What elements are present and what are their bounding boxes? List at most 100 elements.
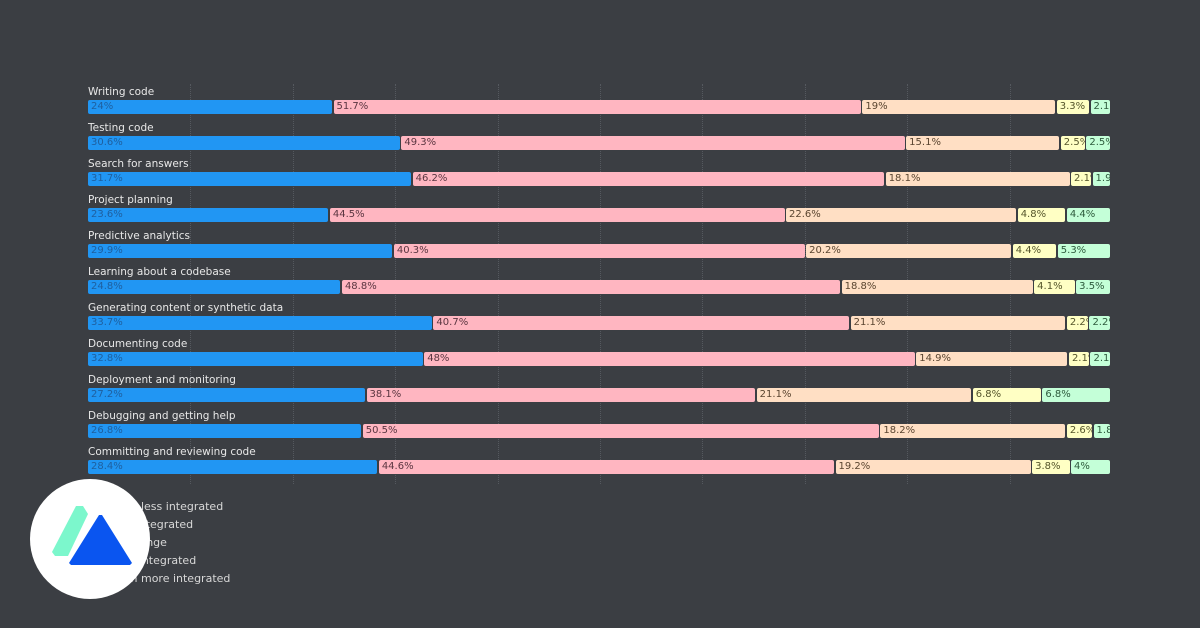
bar-segment: 14.9% (916, 352, 1068, 366)
data-label: 23.6% (91, 209, 123, 220)
data-label: 38.1% (369, 389, 402, 400)
data-label: 44.5% (332, 209, 365, 220)
bar-segment: 19% (862, 100, 1056, 114)
data-label: 22.6% (789, 209, 821, 220)
data-label: 14.9% (919, 353, 951, 364)
bar-segment: 40.7% (433, 316, 850, 330)
data-label: 2.1% (1074, 173, 1091, 184)
data-label: 3.8% (1035, 461, 1061, 472)
bar-segment: 31.7% (88, 172, 412, 186)
bar-segment: 19.2% (835, 460, 1031, 474)
data-label: 27.2% (91, 389, 123, 400)
legend-label: Much more integrated (108, 571, 231, 585)
data-label: 18.2% (883, 425, 916, 436)
bar-segment: 40.3% (393, 244, 805, 258)
bar-segment: 2.5% (1086, 136, 1111, 150)
bar-segment: 24% (88, 100, 332, 114)
data-label: 48% (427, 353, 450, 364)
category-label: Project planning (88, 194, 173, 206)
stacked-bar: 24% 51.7% 19% 3.3% 2.1% (88, 100, 1112, 114)
data-label: 3.5% (1079, 281, 1105, 292)
bar-segment: 48.8% (341, 280, 841, 294)
data-label: 29.9% (91, 245, 123, 256)
bar-segment: 21.1% (756, 388, 972, 402)
bar-segment: 50.5% (362, 424, 879, 438)
stacked-bar: 31.7% 46.2% 18.1% 2.1% 1.9% (88, 172, 1112, 186)
brand-logo (30, 479, 150, 599)
category-label: Predictive analytics (88, 230, 191, 242)
data-label: 4% (1074, 461, 1090, 472)
data-label: 19% (865, 101, 888, 112)
bar-segment: 44.5% (329, 208, 785, 222)
data-label: 15.1% (909, 137, 941, 148)
bar-segment: 2.2% (1066, 316, 1088, 330)
category-label: Documenting code (88, 338, 188, 350)
category-label: Deployment and monitoring (88, 374, 236, 386)
bar-segment: 28.4% (88, 460, 378, 474)
bar-segment: 4.1% (1034, 280, 1075, 294)
bar-segment: 3.3% (1056, 100, 1089, 114)
bar-segment: 18.2% (880, 424, 1066, 438)
stacked-bar: 28.4% 44.6% 19.2% 3.8% 4% (88, 460, 1112, 474)
bar-segment: 48% (424, 352, 915, 366)
bar-segment: 21.1% (850, 316, 1066, 330)
chart-row: Committing and reviewing code 28.4% 44.6% 1… (88, 444, 1112, 480)
stacked-bar: 33.7% 40.7% 21.1% 2.2% 2.2% (88, 316, 1112, 330)
bar-segment: 23.6% (88, 208, 329, 222)
data-label: 1.9% (1095, 173, 1111, 184)
data-label: 19.2% (838, 461, 871, 472)
bar-segment: 4.8% (1017, 208, 1066, 222)
category-label: Learning about a codebase (88, 266, 231, 278)
data-label: 24% (91, 101, 114, 112)
data-label: 21.1% (853, 317, 886, 328)
data-label: 50.5% (365, 425, 398, 436)
data-label: 18.1% (888, 173, 921, 184)
bar-segment: 4.4% (1012, 244, 1057, 258)
data-label: 2.5% (1063, 137, 1085, 148)
data-label: 48.8% (344, 281, 377, 292)
chart-row: Project planning 23.6% 44.5% 22.6% 4.8% 4.4% (88, 192, 1112, 228)
bar-segment: 5.3% (1057, 244, 1111, 258)
data-label: 28.4% (91, 461, 123, 472)
bar-segment: 3.5% (1076, 280, 1111, 294)
bar-segment: 22.6% (786, 208, 1017, 222)
bar-segment: 33.7% (88, 316, 432, 330)
stacked-bar: 23.6% 44.5% 22.6% 4.8% 4.4% (88, 208, 1112, 222)
chart-row: Writing code 24% 51.7% 19% 3.3% 2.1% (88, 84, 1112, 120)
bar-segment: 3.8% (1032, 460, 1070, 474)
data-label: 4.4% (1069, 209, 1096, 220)
bar-segment: 49.3% (401, 136, 905, 150)
data-label: 31.7% (91, 173, 123, 184)
data-label: 18.8% (844, 281, 877, 292)
bar-segment: 44.6% (378, 460, 835, 474)
bar-segment: 2.1% (1090, 352, 1111, 366)
data-label: 44.6% (381, 461, 414, 472)
data-label: 49.3% (404, 137, 437, 148)
chart-row: Generating content or synthetic data 33.7… (88, 300, 1112, 336)
mountain-logo-icon (52, 506, 132, 565)
data-label: 2.2% (1092, 317, 1110, 328)
bar-segment: 2.1% (1068, 352, 1089, 366)
chart-row: Deployment and monitoring 27.2% 38.1% 21.1%… (88, 372, 1112, 408)
data-label: 30.6% (91, 137, 123, 148)
bar-segment: 6.8% (1042, 388, 1111, 402)
chart-row: Documenting code 32.8% 48% 14.9% 2.1% 2.1% (88, 336, 1112, 372)
bar-segment: 2.1% (1090, 100, 1111, 114)
chart-row: Predictive analytics 29.9% 40.3% 20.2% 4.4% 5… (88, 228, 1112, 264)
bar-segment: 18.8% (841, 280, 1033, 294)
stacked-bar: 30.6% 49.3% 15.1% 2.5% 2.5% (88, 136, 1112, 150)
data-label: 6.8% (975, 389, 1002, 400)
data-label: 32.8% (91, 353, 123, 364)
stacked-bar: 26.8% 50.5% 18.2% 2.6% 1.8% (88, 424, 1112, 438)
data-label: 2.5% (1089, 137, 1110, 148)
bar-segment: 20.2% (806, 244, 1012, 258)
data-label: 46.2% (415, 173, 448, 184)
bar-segment: 4% (1071, 460, 1111, 474)
bar-segment: 4.4% (1066, 208, 1111, 222)
bar-segment: 32.8% (88, 352, 423, 366)
data-label: 4.4% (1015, 245, 1042, 256)
stacked-bar: 32.8% 48% 14.9% 2.1% 2.1% (88, 352, 1112, 366)
data-label: 2.1% (1093, 353, 1110, 364)
data-label: 24.8% (91, 281, 123, 292)
category-label: Search for answers (88, 158, 189, 170)
